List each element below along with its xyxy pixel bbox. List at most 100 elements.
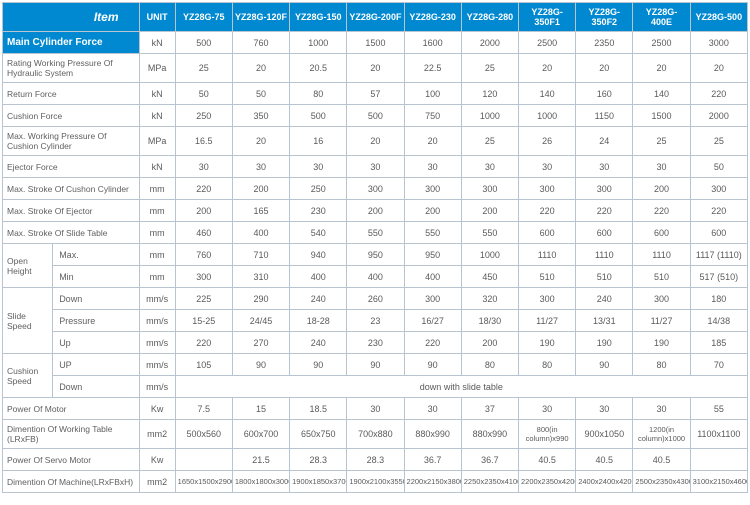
value-cell: 300 [404,178,461,200]
value-cell: 28.3 [290,449,347,471]
unit-cell: Kw [139,449,175,471]
value-cell: 200 [461,332,518,354]
unit-cell: MPa [139,127,175,156]
value-cell: 200 [175,200,232,222]
value-cell: 30 [404,398,461,420]
unit-cell: mm [139,266,175,288]
value-cell: 30 [175,156,232,178]
table-row: Downmm/sdown with slide table [3,376,748,398]
value-cell: 18/30 [461,310,518,332]
value-cell: 2200x2150x3800 [404,471,461,493]
value-cell: 250 [290,178,347,200]
value-cell: 20 [633,54,690,83]
value-cell: 90 [576,354,633,376]
value-cell: 460 [175,222,232,244]
value-cell: 300 [576,178,633,200]
header-model: YZ28G-280 [461,3,518,32]
value-cell: 26 [518,127,575,156]
header-model: YZ28G-200F [347,3,404,32]
value-cell: 30 [518,156,575,178]
unit-cell: kN [139,32,175,54]
unit-cell: kN [139,83,175,105]
value-cell: 40.5 [518,449,575,471]
row-label: Ejector Force [3,156,140,178]
value-cell: 30 [290,156,347,178]
value-cell: 36.7 [461,449,518,471]
value-cell: 220 [576,200,633,222]
value-cell: 1650x1500x2900 [175,471,232,493]
unit-cell: mm2 [139,471,175,493]
table-row: Minmm300310400400400450510510510517 (510… [3,266,748,288]
table-row: Main Cylinder ForcekN5007601000150016002… [3,32,748,54]
value-cell: 1500 [633,105,690,127]
unit-cell: mm [139,200,175,222]
value-cell: 800(in column)x990 [518,420,575,449]
value-cell: 15-25 [175,310,232,332]
value-cell: 300 [633,288,690,310]
table-row: Max. Stroke Of Cushon Cylindermm22020025… [3,178,748,200]
row-label: Return Force [3,83,140,105]
value-cell: 200 [633,178,690,200]
unit-cell: MPa [139,54,175,83]
table-row: Slide SpeedDownmm/s225290240260300320300… [3,288,748,310]
unit-cell: mm/s [139,332,175,354]
value-cell: 300 [175,266,232,288]
value-cell: 500 [347,105,404,127]
value-cell: 220 [633,200,690,222]
group-label: Slide Speed [3,288,53,354]
value-cell: 28.3 [347,449,404,471]
value-cell: 50 [690,156,747,178]
value-cell: 400 [290,266,347,288]
value-cell: 550 [347,222,404,244]
value-cell: 80 [290,83,347,105]
value-cell: 30 [404,156,461,178]
value-cell: 400 [232,222,289,244]
value-cell: 30 [633,398,690,420]
row-label: Max. Working Pressure Of Cushion Cylinde… [3,127,140,156]
value-cell: 30 [347,156,404,178]
value-cell: 24 [576,127,633,156]
unit-cell: mm2 [139,420,175,449]
header-model: YZ28G-150 [290,3,347,32]
value-cell: 2500x2350x4300 [633,471,690,493]
value-cell: 1900x2100x3550 [347,471,404,493]
value-cell: 450 [461,266,518,288]
table-row: Dimention Of Working Table (LRxFB)mm2500… [3,420,748,449]
value-cell: 600 [690,222,747,244]
value-cell: 1500 [347,32,404,54]
value-cell: 70 [690,354,747,376]
value-cell: 1117 (1110) [690,244,747,266]
value-cell: 750 [404,105,461,127]
table-row: Cushion ForcekN2503505005007501000100011… [3,105,748,127]
header-item: Item [3,3,140,32]
value-cell: 11/27 [633,310,690,332]
value-cell: 40.5 [576,449,633,471]
value-cell: 1000 [461,105,518,127]
value-cell: 50 [175,83,232,105]
value-cell: 200 [232,178,289,200]
value-cell: 140 [633,83,690,105]
value-cell: 2500 [518,32,575,54]
header-model: YZ28G-500 [690,3,747,32]
table-row: Max. Stroke Of Slide Tablemm460400540550… [3,222,748,244]
value-cell: 30 [347,398,404,420]
value-cell: 1200(in column)x1000 [633,420,690,449]
header-model: YZ28G-75 [175,3,232,32]
sub-label: Max. [53,244,139,266]
value-cell: 240 [576,288,633,310]
row-label: Power Of Motor [3,398,140,420]
value-cell: 105 [175,354,232,376]
value-cell: 2000 [690,105,747,127]
value-cell: 1900x1850x3700 [290,471,347,493]
value-cell: 20 [232,127,289,156]
value-cell: 880x990 [404,420,461,449]
value-cell: 1800x1800x3000 [232,471,289,493]
table-row: Upmm/s220270240230220200190190190185 [3,332,748,354]
value-cell: 57 [347,83,404,105]
value-cell: 3000 [690,32,747,54]
value-cell: 55 [690,398,747,420]
value-cell: 1100x1100 [690,420,747,449]
value-cell: 310 [232,266,289,288]
header-model: YZ28G-120F [232,3,289,32]
value-cell: 30 [576,398,633,420]
